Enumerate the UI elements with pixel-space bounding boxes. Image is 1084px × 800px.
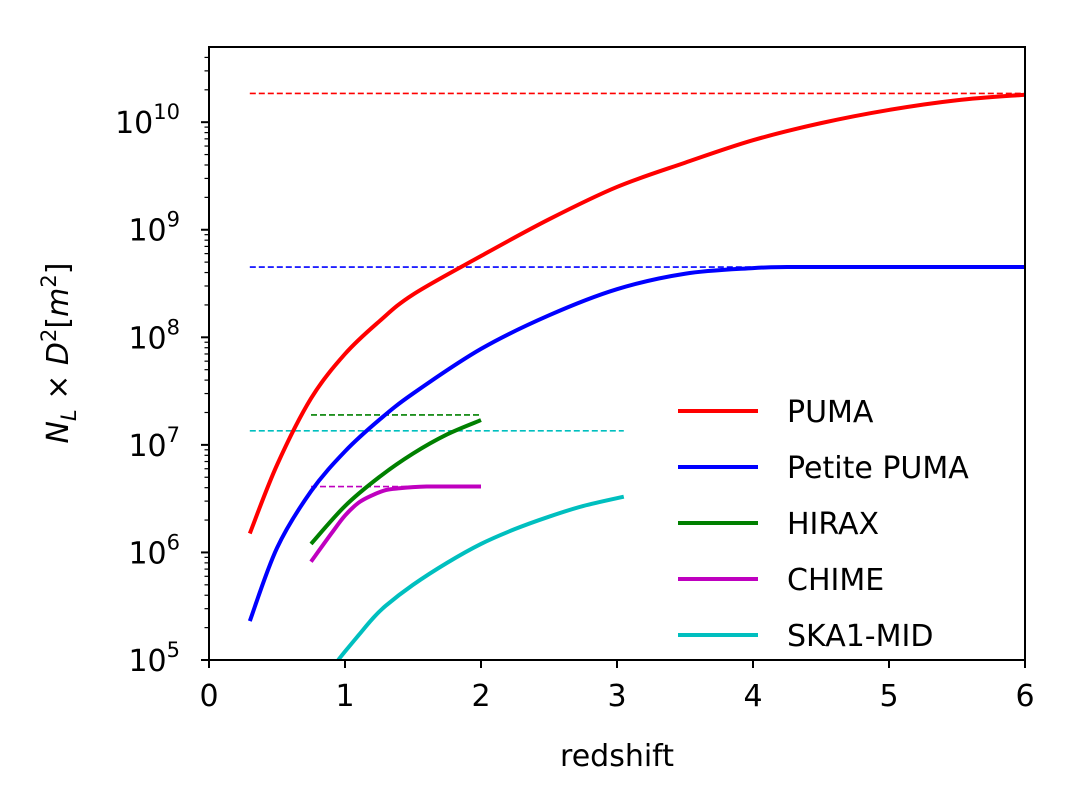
- y-axis-label: NL × D2[m2]: [37, 263, 81, 444]
- y-tick-label: 105: [128, 638, 180, 679]
- y-tick-label: 107: [128, 423, 180, 464]
- series-line: [336, 494, 625, 660]
- legend-label: Petite PUMA: [787, 451, 969, 486]
- y-tick-label: 1010: [115, 100, 180, 141]
- series-lines: [247, 92, 1025, 660]
- series-line: [309, 418, 482, 546]
- series-line: [247, 92, 1025, 535]
- legend: PUMA Petite PUMA HIRAX CHIME SKA1-MID: [678, 395, 969, 654]
- series-line: [247, 264, 1025, 622]
- legend-label: SKA1-MID: [787, 619, 933, 654]
- x-tick-label: 1: [335, 679, 354, 714]
- x-tick-label: 6: [1015, 679, 1034, 714]
- legend-label: PUMA: [787, 395, 874, 430]
- series-line: [309, 484, 481, 563]
- x-tick-label: 4: [743, 679, 762, 714]
- legend-label: HIRAX: [787, 507, 879, 542]
- y-axis-ticks: [201, 56, 209, 661]
- plot-background: [209, 47, 1025, 660]
- legend-label: CHIME: [787, 563, 884, 598]
- x-tick-label: 2: [471, 679, 490, 714]
- x-tick-label: 3: [607, 679, 626, 714]
- y-tick-label: 106: [128, 530, 180, 571]
- y-tick-label: 109: [128, 208, 180, 249]
- x-axis-ticks: 0 1 2 3 4 5 6: [199, 660, 1035, 714]
- y-tick-label: 108: [128, 315, 180, 356]
- limit-lines: [249, 92, 1025, 488]
- x-tick-label: 5: [879, 679, 898, 714]
- x-tick-label: 0: [199, 679, 218, 714]
- y-axis-tick-labels: 105 106 107 108 109 1010: [115, 100, 180, 679]
- x-axis-label: redshift: [560, 739, 674, 774]
